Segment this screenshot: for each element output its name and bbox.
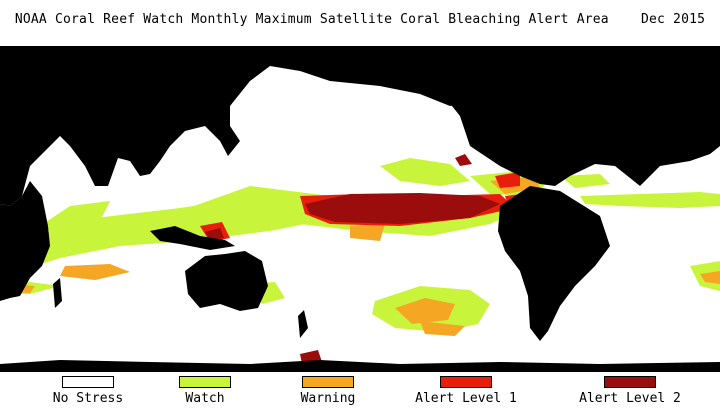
alert-level-2-swatch bbox=[604, 376, 656, 388]
eurasia bbox=[0, 46, 720, 206]
legend-item-alert-level-2: Alert Level 2 bbox=[570, 376, 690, 406]
legend-item-warning: Warning bbox=[268, 376, 388, 406]
legend-item-no-stress: No Stress bbox=[28, 376, 148, 406]
legend-item-watch: Watch bbox=[145, 376, 265, 406]
legend-label-alert-level-1: Alert Level 1 bbox=[415, 391, 517, 406]
alert-level-1-swatch bbox=[440, 376, 492, 388]
legend: No Stress Watch Warning Alert Level 1 Al… bbox=[0, 376, 720, 408]
legend-label-alert-level-2: Alert Level 2 bbox=[579, 391, 681, 406]
legend-label-no-stress: No Stress bbox=[52, 391, 124, 406]
land-masses bbox=[0, 46, 720, 372]
south-america bbox=[498, 186, 610, 341]
madagascar bbox=[53, 278, 62, 308]
watch-swatch bbox=[179, 376, 231, 388]
africa bbox=[0, 181, 50, 301]
indonesia bbox=[150, 226, 235, 250]
map-title: NOAA Coral Reef Watch Monthly Maximum Sa… bbox=[0, 12, 720, 27]
legend-label-warning: Warning bbox=[300, 391, 356, 406]
title-date: Dec 2015 bbox=[640, 12, 706, 27]
antarctica bbox=[0, 360, 720, 372]
no-stress-swatch bbox=[62, 376, 114, 388]
greenland bbox=[600, 46, 690, 86]
new-zealand bbox=[298, 310, 308, 338]
australia bbox=[185, 251, 268, 311]
warning-swatch bbox=[302, 376, 354, 388]
legend-label-watch: Watch bbox=[185, 391, 225, 406]
title-text: NOAA Coral Reef Watch Monthly Maximum Sa… bbox=[14, 12, 609, 27]
legend-item-alert-level-1: Alert Level 1 bbox=[406, 376, 526, 406]
world-map bbox=[0, 46, 720, 372]
